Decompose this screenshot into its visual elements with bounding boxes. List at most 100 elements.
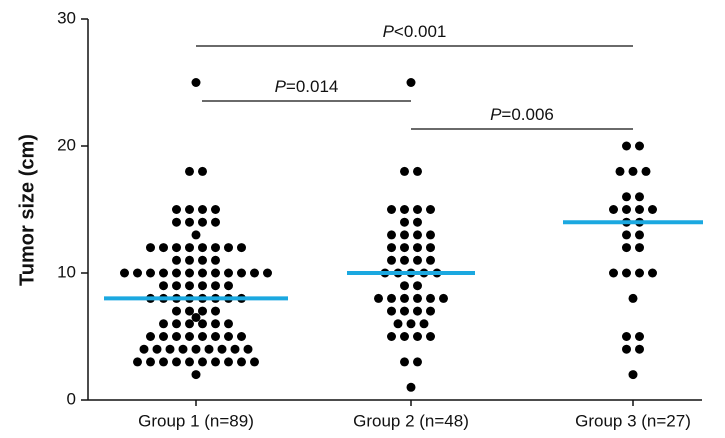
data-dot [628,370,638,380]
data-dot [224,357,233,367]
data-dot [211,281,220,291]
data-dot [172,217,181,227]
data-dot [185,205,194,214]
data-dot [224,268,233,278]
p-value: =0.006 [501,105,553,124]
data-dot [172,243,181,253]
data-dot [152,344,162,354]
p-symbol: P [490,105,502,124]
data-dot [198,268,207,278]
data-dot [224,243,233,253]
data-dot [406,319,416,329]
data-dot [609,268,618,278]
data-dot [185,319,194,329]
data-dot [120,268,129,278]
data-dot [400,255,409,265]
data-dot [191,312,201,322]
data-dot [165,344,175,354]
data-dot [198,166,207,176]
data-dot [400,243,409,253]
data-dot [413,243,422,253]
data-dot [374,293,383,303]
data-dot [185,243,194,253]
y-tick-label: 30 [57,8,76,27]
data-dot [387,306,396,316]
data-dot [198,281,207,291]
data-dot [615,166,625,176]
data-dot [211,243,220,253]
data-dot [159,281,168,291]
data-dot [641,166,651,176]
data-dot [211,306,220,316]
y-tick-label: 20 [57,135,76,154]
data-dot [413,230,422,240]
data-dot [387,230,396,240]
data-dot [413,166,422,176]
x-tick-label: Group 3 (n=27) [575,411,691,430]
data-dot [622,268,631,278]
data-dot [172,319,181,329]
data-dot [393,319,403,329]
p-value: =0.014 [286,77,338,96]
data-dot [635,332,644,341]
data-dot [400,281,409,291]
data-dot [139,344,149,354]
data-dot [635,205,644,214]
data-dot [224,281,233,291]
p-value-label: P=0.006 [490,105,554,124]
data-dot [211,217,220,227]
data-dot [185,357,194,367]
data-dot [224,332,233,341]
data-dot [198,217,207,227]
data-dot [159,357,168,367]
data-dot [622,230,631,240]
y-axis-label: Tumor size (cm) [16,134,38,286]
data-dot [413,205,422,214]
data-dot [400,293,409,303]
data-dot [198,306,207,316]
data-dot [211,255,220,265]
data-dot [172,332,181,341]
data-dot [406,78,416,87]
data-dot [243,344,253,354]
data-dot [387,255,396,265]
data-dot [185,332,194,341]
data-dot [648,205,657,214]
data-dot [426,255,435,265]
data-dot [387,332,396,341]
data-dot [191,230,201,240]
data-dot [230,344,240,354]
data-dot [185,268,194,278]
data-dot [172,255,181,265]
data-dot [250,268,259,278]
data-dot [133,268,142,278]
data-dot [237,357,246,367]
data-dot [400,306,409,316]
data-dot [419,319,429,329]
data-dot [635,141,644,151]
data-dot [198,319,207,329]
data-dot [622,192,631,202]
data-dot [237,243,246,253]
data-dot [172,268,181,278]
data-dot [217,344,227,354]
data-dot [198,255,207,265]
data-dot [250,357,259,367]
data-dot [172,357,181,367]
data-dot [426,205,435,214]
data-dot [622,344,631,354]
data-dot [191,78,201,87]
data-dot [609,205,618,214]
data-dot [413,217,422,227]
data-dot [159,332,168,341]
data-dot [185,255,194,265]
data-dot [400,166,409,176]
data-dot [185,166,194,176]
data-dot [400,230,409,240]
data-dot [628,293,638,303]
data-dot [159,243,168,253]
data-dot [406,382,416,392]
data-dot [387,205,396,214]
data-dot [400,357,409,367]
